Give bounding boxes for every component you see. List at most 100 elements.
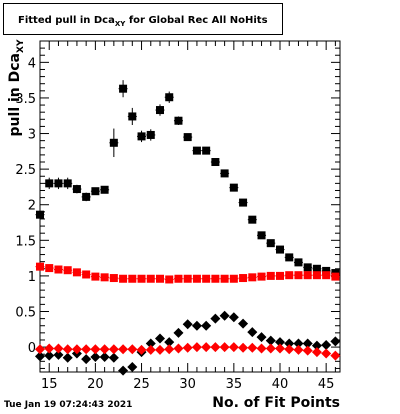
data-point-diamond (164, 344, 175, 355)
data-point-diamond (99, 344, 110, 355)
data-point-diamond (201, 342, 212, 353)
data-point-diamond (293, 338, 304, 349)
data-point-diamond (191, 320, 202, 331)
data-point-square (137, 274, 146, 283)
x-tick-label: 30 (179, 377, 196, 392)
data-point-square (82, 270, 91, 279)
data-point-diamond (284, 344, 295, 355)
data-point-diamond (219, 310, 230, 321)
data-point-square (146, 274, 155, 283)
data-point-square (220, 274, 229, 283)
data-point-diamond (44, 343, 55, 354)
data-point-square (36, 262, 44, 271)
y-tick-label: 4 (28, 56, 36, 71)
data-point-diamond (256, 332, 267, 343)
x-tick-label: 45 (318, 377, 335, 392)
data-point-square (229, 183, 238, 192)
y-tick-label: 0 (28, 341, 36, 356)
data-point-diamond (71, 344, 82, 355)
title-subscript: XY (114, 20, 126, 28)
x-tick-label: 35 (226, 377, 243, 392)
data-point-square (146, 130, 155, 139)
title-main: Fitted pull in Dca (18, 15, 115, 26)
data-point-square (276, 245, 284, 254)
data-point-diamond (44, 350, 55, 361)
y-tick-label: 2.5 (15, 163, 36, 178)
data-point-diamond (321, 348, 332, 359)
data-point-square (109, 274, 118, 283)
data-point-square (72, 268, 81, 277)
data-point-diamond (182, 319, 193, 330)
data-point-square (312, 271, 321, 280)
data-point-diamond (35, 351, 45, 362)
data-point-diamond (228, 342, 239, 353)
data-point-square (36, 210, 44, 219)
data-point-square (239, 274, 248, 283)
data-point-diamond (81, 354, 92, 365)
data-point-diamond (219, 342, 230, 353)
title-suffix: for Global Rec All NoHits (125, 15, 268, 26)
data-point-square (202, 146, 211, 155)
data-point-diamond (145, 338, 156, 349)
y-tick-label: 1 (28, 270, 36, 285)
data-point-square (257, 272, 266, 281)
plot-frame (39, 40, 341, 373)
data-point-square (192, 274, 201, 283)
data-point-diamond (247, 327, 258, 338)
data-point-square (331, 272, 340, 281)
data-point-diamond (265, 335, 276, 346)
data-point-square (54, 179, 63, 188)
data-point-diamond (191, 342, 202, 353)
data-point-square (165, 93, 174, 102)
data-point-diamond (145, 344, 156, 355)
y-axis-title-subscript: XY (15, 39, 26, 53)
y-tick-label: 3.5 (15, 92, 36, 107)
data-point-square (119, 84, 128, 93)
data-point-square (202, 274, 211, 283)
data-point-diamond (62, 352, 73, 363)
data-point-diamond (311, 340, 322, 351)
data-point-square (303, 263, 312, 272)
data-point-square (91, 272, 100, 281)
data-point-diamond (302, 345, 313, 356)
data-point-diamond (35, 344, 45, 355)
data-point-square (248, 273, 257, 282)
data-point-diamond (284, 338, 295, 349)
x-tick-label: 40 (272, 377, 289, 392)
data-point-square (239, 198, 248, 207)
data-point-square (45, 264, 54, 273)
data-point-diamond (311, 347, 322, 358)
data-point-square (63, 179, 72, 188)
data-point-diamond (127, 362, 138, 373)
data-point-diamond (53, 349, 64, 360)
data-point-diamond (321, 339, 332, 350)
data-point-square (165, 275, 174, 284)
x-tick-label: 15 (41, 377, 58, 392)
data-point-diamond (182, 342, 193, 353)
data-point-diamond (238, 318, 249, 329)
data-point-diamond (265, 343, 276, 354)
data-point-square (128, 274, 137, 283)
data-point-square (137, 132, 146, 141)
timestamp: Tue Jan 19 07:24:43 2021 (4, 400, 133, 410)
data-point-square (266, 239, 275, 248)
data-point-diamond (173, 343, 184, 354)
data-point-diamond (256, 343, 267, 354)
y-axis-title: pull in DcaXY (7, 23, 26, 153)
data-point-square (174, 116, 183, 125)
data-point-square (156, 106, 164, 115)
y-tick-label: 3 (28, 128, 36, 143)
data-point-square (109, 138, 118, 147)
y-tick-label: 1.5 (15, 234, 36, 249)
data-point-square (119, 274, 128, 283)
data-point-diamond (118, 365, 129, 376)
x-tick-label: 25 (133, 377, 150, 392)
data-point-square (229, 274, 238, 283)
data-point-diamond (136, 344, 147, 355)
data-point-diamond (127, 344, 138, 355)
data-point-square (174, 274, 183, 283)
data-point-square (257, 231, 266, 240)
data-point-square (54, 265, 63, 274)
data-point-diamond (210, 313, 221, 324)
data-point-square (45, 179, 54, 188)
